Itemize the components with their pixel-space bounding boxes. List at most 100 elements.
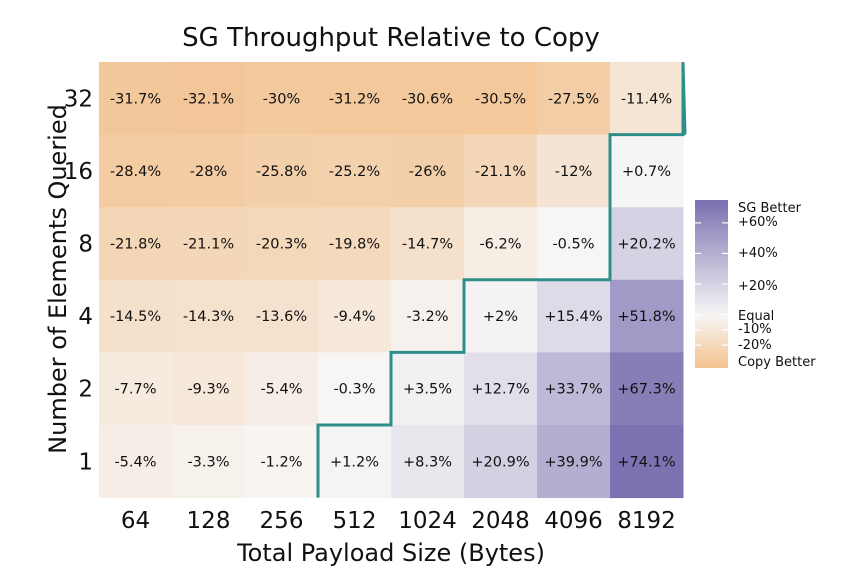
cell-value-label: +20.2% [617, 237, 675, 253]
x-axis-ticks: 64 128 256 512 1024 2048 4096 8192 [121, 508, 676, 534]
cell-value-label: -14.7% [402, 237, 453, 253]
cell-value-label: -9.4% [333, 309, 375, 325]
cell-value-label: -0.3% [333, 382, 375, 398]
heatmap-cell [318, 279, 392, 353]
heatmap-cell [172, 279, 246, 353]
legend-label: +20% [738, 279, 778, 294]
x-tick-label: 4096 [544, 508, 603, 534]
y-tick-label: 32 [64, 86, 93, 112]
x-tick-label: 1024 [398, 508, 457, 534]
heatmap-cell [99, 134, 173, 208]
heatmap-cells [99, 62, 684, 499]
cell-value-label: -31.7% [110, 91, 161, 107]
cell-value-label: +1.2% [330, 454, 379, 470]
legend-label: SG Better [738, 201, 802, 216]
heatmap-cell [391, 134, 465, 208]
legend-ticks [695, 222, 728, 346]
heatmap-cell [245, 279, 319, 353]
cell-labels: -31.7% -32.1% -30% -31.2% -30.6% -30.5% -27.5%… [110, 91, 676, 470]
cell-value-label: -30.5% [475, 91, 526, 107]
y-axis-ticks: 32 16 8 4 2 1 [64, 86, 93, 475]
chart-title: SG Throughput Relative to Copy [182, 23, 600, 53]
cell-value-label: -28% [190, 164, 227, 180]
cell-value-label: -20.3% [256, 237, 307, 253]
y-axis-title: Number of Elements Queried [44, 104, 72, 454]
cell-value-label: -7.7% [114, 382, 156, 398]
heatmap-cell [99, 62, 173, 136]
cell-value-label: -14.5% [110, 309, 161, 325]
heatmap-cell [318, 207, 392, 281]
legend-label: Copy Better [738, 355, 816, 370]
cell-value-label: +67.3% [617, 382, 675, 398]
heatmap-cell [172, 425, 246, 499]
cell-value-label: +12.7% [471, 382, 529, 398]
x-tick-label: 8192 [617, 508, 676, 534]
cell-value-label: -31.2% [329, 91, 380, 107]
cell-value-label: -11.4% [621, 91, 672, 107]
cell-value-label: +74.1% [617, 454, 675, 470]
boundary-line [316, 61, 687, 498]
cell-value-label: -12% [555, 164, 592, 180]
heatmap-cell [245, 352, 319, 426]
legend-label: Equal [738, 309, 774, 324]
cell-value-label: +20.9% [471, 454, 529, 470]
heatmap-cell [318, 352, 392, 426]
y-tick-label: 4 [78, 304, 93, 330]
heatmap-cell [245, 425, 319, 499]
cell-value-label: +2% [483, 309, 518, 325]
heatmap-cell [464, 352, 538, 426]
cell-value-label: -0.5% [552, 237, 594, 253]
x-axis-title: Total Payload Size (Bytes) [236, 539, 545, 567]
y-tick-label: 1 [78, 449, 93, 475]
legend-label: -20% [738, 338, 772, 353]
cell-value-label: +8.3% [403, 454, 452, 470]
cell-value-label: +15.4% [544, 309, 602, 325]
cell-value-label: +33.7% [544, 382, 602, 398]
cell-value-label: -25.8% [256, 164, 307, 180]
cell-value-label: -21.1% [475, 164, 526, 180]
x-tick-label: 128 [187, 508, 231, 534]
cell-value-label: -28.4% [110, 164, 161, 180]
legend-label: +60% [738, 215, 778, 230]
heatmap-cell [318, 425, 392, 499]
heatmap-cell [99, 207, 173, 281]
cell-value-label: -32.1% [183, 91, 234, 107]
cell-value-label: -25.2% [329, 164, 380, 180]
cell-value-label: +39.9% [544, 454, 602, 470]
heatmap-cell [610, 425, 684, 499]
heatmap-cell [464, 207, 538, 281]
heatmap-cell [537, 425, 611, 499]
legend-labels: SG Better+60% +40% +20% Equal-10%-20% Copy B… [738, 201, 816, 370]
heatmap-cell [610, 352, 684, 426]
heatmap-cell [610, 62, 684, 136]
heatmap-cell [245, 134, 319, 208]
cell-value-label: -21.1% [183, 237, 234, 253]
heatmap-cell [391, 207, 465, 281]
heatmap-cell [537, 279, 611, 353]
cell-value-label: -27.5% [548, 91, 599, 107]
heatmap-cell [172, 207, 246, 281]
cell-value-label: +51.8% [617, 309, 675, 325]
cell-value-label: -1.2% [260, 454, 302, 470]
heatmap-cell [318, 134, 392, 208]
heatmap-cell [245, 207, 319, 281]
heatmap-cell [537, 134, 611, 208]
cell-value-label: -26% [409, 164, 446, 180]
heatmap-cell [391, 352, 465, 426]
cell-value-label: -3.2% [406, 309, 448, 325]
x-tick-label: 64 [121, 508, 150, 534]
heatmap-cell [391, 425, 465, 499]
legend-label: -10% [738, 322, 772, 337]
cell-value-label: -30.6% [402, 91, 453, 107]
heatmap-cell [99, 352, 173, 426]
heatmap-cell [464, 425, 538, 499]
y-tick-label: 2 [78, 377, 93, 403]
heatmap-cell [610, 279, 684, 353]
heatmap-cell [464, 134, 538, 208]
cell-value-label: -19.8% [329, 237, 380, 253]
y-tick-label: 8 [78, 232, 93, 258]
heatmap-cell [610, 207, 684, 281]
heatmap-cell [245, 62, 319, 136]
x-tick-label: 2048 [471, 508, 530, 534]
